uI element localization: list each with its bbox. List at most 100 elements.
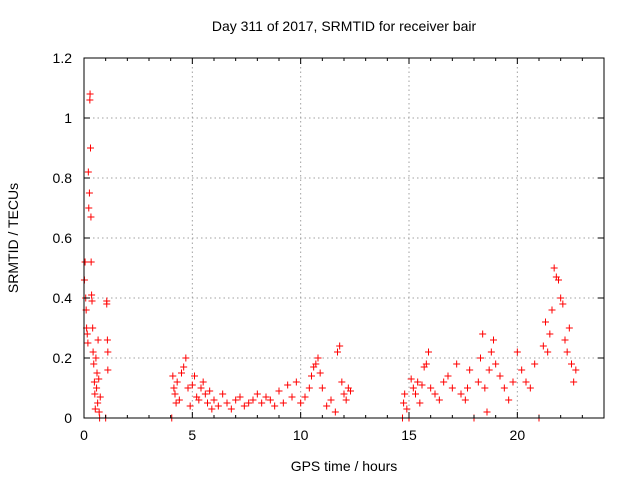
data-point [94, 336, 102, 344]
data-point [314, 354, 322, 362]
data-point [548, 306, 556, 314]
x-tick-label: 20 [510, 427, 526, 443]
data-point [492, 360, 500, 368]
data-point [279, 399, 287, 407]
data-point [531, 360, 539, 368]
data-point [95, 375, 103, 383]
data-point [92, 354, 100, 362]
data-point [103, 336, 111, 344]
data-point [90, 360, 98, 368]
data-point [86, 96, 94, 104]
data-point [561, 336, 569, 344]
data-point [223, 399, 231, 407]
data-point [104, 366, 112, 374]
data-point [323, 402, 331, 410]
y-tick-label: 0 [64, 410, 72, 426]
data-point [208, 405, 216, 413]
data-point [400, 399, 408, 407]
data-point [214, 402, 222, 410]
x-tick-label: 5 [188, 427, 196, 443]
data-point [550, 264, 558, 272]
data-point [435, 396, 443, 404]
y-tick-label: 0.8 [53, 170, 73, 186]
data-point [555, 276, 562, 284]
data-point [170, 384, 178, 392]
data-point [85, 189, 93, 197]
data-point [444, 372, 452, 380]
data-point [93, 369, 101, 377]
data-point [258, 399, 266, 407]
data-point [334, 348, 341, 356]
data-point [568, 360, 575, 368]
data-point [197, 384, 205, 392]
data-point [466, 366, 474, 374]
data-point [557, 294, 565, 302]
data-point [407, 375, 415, 383]
data-point [175, 396, 183, 404]
data-point [104, 348, 112, 356]
data-point [178, 369, 185, 377]
data-point [431, 390, 439, 398]
data-point [227, 405, 235, 413]
data-point [464, 384, 471, 392]
data-point [425, 348, 432, 356]
data-point [236, 393, 244, 401]
x-tick-label: 15 [401, 427, 417, 443]
y-axis-label: SRMTID / TECUs [5, 183, 21, 293]
data-point [253, 390, 261, 398]
data-point [563, 348, 571, 356]
data-point [86, 90, 94, 98]
data-point [90, 378, 98, 386]
data-point [412, 390, 419, 398]
data-point [418, 381, 426, 389]
data-point [191, 372, 198, 380]
data-point [542, 318, 549, 326]
data-point [275, 387, 283, 395]
data-point [266, 396, 274, 404]
data-point [318, 384, 326, 392]
data-point [440, 378, 448, 386]
data-point [245, 399, 253, 407]
data-point [210, 396, 218, 404]
data-point [89, 348, 97, 356]
data-point [93, 384, 101, 392]
data-point [485, 366, 493, 374]
data-point [103, 300, 111, 308]
data-markers [80, 90, 580, 422]
grid [84, 58, 604, 418]
data-point [526, 384, 534, 392]
data-point [487, 348, 495, 356]
data-point [206, 387, 214, 395]
data-point [544, 348, 552, 356]
data-point [308, 372, 315, 380]
y-tick-label: 0.6 [53, 230, 73, 246]
data-point [509, 378, 517, 386]
data-point [505, 396, 513, 404]
y-tick-label: 0.2 [53, 350, 73, 366]
data-point [81, 258, 89, 266]
data-point [262, 393, 270, 401]
data-point [186, 402, 194, 410]
data-point [331, 408, 339, 416]
data-point [340, 390, 348, 398]
data-point [518, 366, 526, 374]
data-point [195, 396, 203, 404]
data-point [496, 372, 504, 380]
data-point [479, 330, 487, 338]
data-point [232, 396, 240, 404]
data-point [403, 405, 411, 413]
data-point [271, 402, 279, 410]
data-point [83, 330, 91, 338]
data-point [91, 390, 99, 398]
axis-ticks [83, 57, 604, 419]
data-point [500, 384, 508, 392]
data-point [204, 399, 211, 407]
data-point [96, 393, 104, 401]
data-point [94, 399, 102, 407]
data-point [457, 390, 465, 398]
data-point [89, 324, 97, 332]
data-point [347, 387, 354, 395]
data-point [184, 384, 192, 392]
x-axis-label: GPS time / hours [291, 458, 398, 474]
data-point [301, 393, 309, 401]
